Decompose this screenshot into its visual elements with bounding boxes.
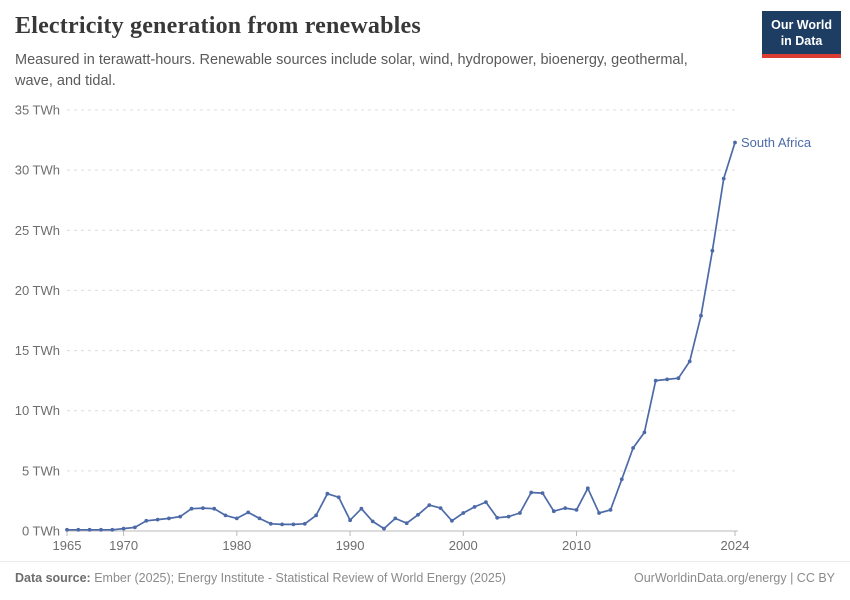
- data-point: [699, 313, 703, 318]
- data-point: [223, 513, 228, 518]
- data-point: [721, 176, 726, 181]
- data-point: [65, 527, 69, 532]
- data-point: [653, 378, 658, 383]
- x-axis-label: 1965: [53, 538, 82, 553]
- data-point: [733, 140, 737, 145]
- data-source-label: Data source:: [15, 571, 91, 585]
- data-point: [121, 526, 126, 531]
- page-title: Electricity generation from renewables: [15, 13, 421, 39]
- data-point: [619, 477, 624, 482]
- data-point: [133, 525, 137, 530]
- data-point: [563, 506, 568, 510]
- data-point: [495, 515, 500, 520]
- chart-footer: Data source: Ember (2025); Energy Instit…: [0, 561, 850, 600]
- owid-logo-line1: Our World: [771, 18, 832, 32]
- data-point: [484, 500, 488, 504]
- data-point: [348, 518, 352, 523]
- data-source: Data source: Ember (2025); Energy Instit…: [15, 571, 506, 585]
- data-point: [574, 508, 579, 512]
- data-point: [359, 506, 364, 511]
- data-point: [676, 376, 681, 381]
- data-point: [99, 527, 103, 532]
- y-axis-label: 10 TWh: [15, 403, 60, 418]
- data-point: [280, 522, 284, 527]
- data-point: [631, 446, 635, 450]
- data-point: [427, 503, 432, 507]
- chart-subtitle: Measured in terawatt-hours. Renewable so…: [15, 52, 688, 90]
- x-axis-label: 1970: [109, 538, 138, 553]
- data-point: [336, 495, 341, 500]
- data-point: [155, 517, 160, 522]
- data-point: [302, 521, 307, 526]
- data-point: [665, 377, 669, 382]
- data-point: [325, 491, 330, 496]
- x-axis-label: 2000: [449, 538, 478, 553]
- owid-logo-line2: in Data: [780, 34, 823, 49]
- data-point: [393, 516, 398, 521]
- data-point: [608, 508, 613, 512]
- data-point: [540, 491, 545, 495]
- data-point: [234, 516, 239, 521]
- x-axis-label: 1980: [222, 538, 251, 553]
- data-point: [189, 506, 194, 511]
- data-point: [178, 514, 183, 519]
- y-axis-label: 20 TWh: [15, 283, 60, 298]
- data-point: [585, 486, 590, 491]
- data-point: [710, 248, 715, 253]
- data-point: [382, 526, 386, 531]
- data-point: [438, 506, 443, 510]
- y-axis-label: 25 TWh: [15, 223, 60, 238]
- data-point: [642, 430, 647, 435]
- data-point: [257, 516, 262, 521]
- data-source-text: Ember (2025); Energy Institute - Statist…: [94, 571, 506, 585]
- data-point: [506, 514, 511, 519]
- data-point: [472, 505, 477, 509]
- data-point: [597, 511, 601, 515]
- trend-line: [66, 141, 736, 531]
- x-axis-label: 2010: [562, 538, 591, 553]
- data-point: [291, 522, 296, 527]
- data-point: [687, 359, 692, 364]
- data-point: [167, 516, 171, 521]
- data-point: [518, 511, 522, 515]
- data-point: [212, 506, 217, 511]
- data-point: [450, 518, 454, 523]
- data-point: [416, 512, 420, 517]
- data-point: [144, 518, 149, 523]
- entity-label: South Africa: [741, 135, 812, 150]
- x-axis-label: 1990: [336, 538, 365, 553]
- data-point: [370, 519, 375, 524]
- data-point: [201, 506, 205, 510]
- data-point: [87, 527, 92, 532]
- y-axis-label: 30 TWh: [15, 163, 60, 178]
- y-axis-label: 5 TWh: [22, 463, 60, 478]
- y-axis-label: 35 TWh: [15, 103, 60, 118]
- y-axis-label: 15 TWh: [15, 343, 60, 358]
- data-point: [404, 521, 409, 526]
- data-point: [461, 511, 466, 515]
- data-point: [246, 510, 251, 515]
- x-axis-label: 2024: [721, 538, 750, 553]
- y-axis-label: 0 TWh: [22, 524, 60, 539]
- data-point: [551, 509, 556, 514]
- data-point: [76, 527, 81, 532]
- data-point: [529, 490, 534, 495]
- data-point: [110, 527, 115, 532]
- owid-footer-link[interactable]: OurWorldinData.org/energy | CC BY: [633, 571, 835, 585]
- data-point: [314, 513, 318, 518]
- owid-logo: Our World in Data: [762, 11, 841, 58]
- data-point: [268, 521, 273, 526]
